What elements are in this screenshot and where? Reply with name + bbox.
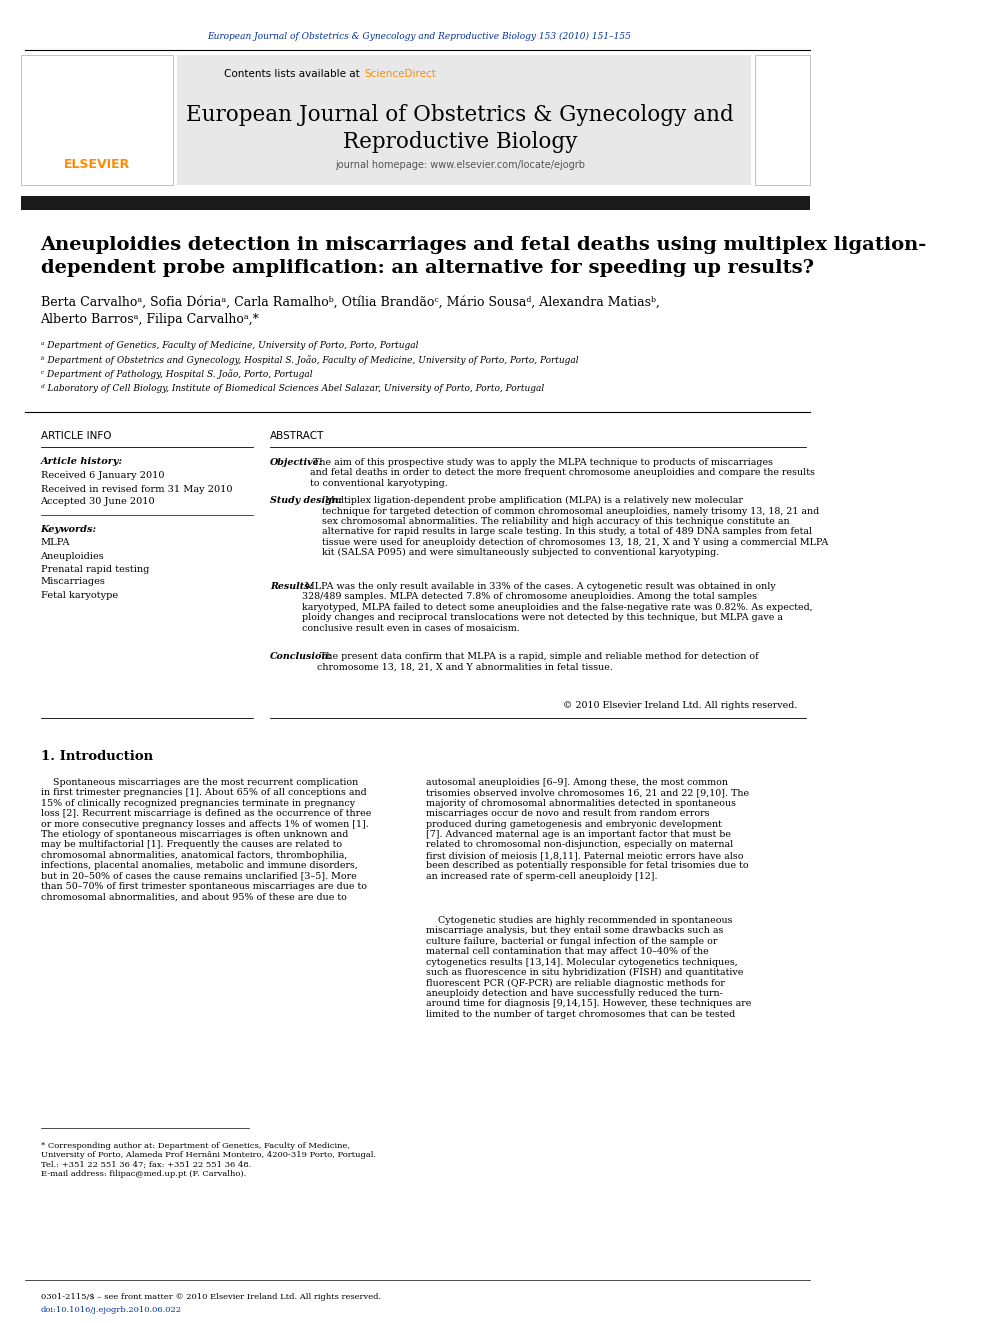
Text: * Corresponding author at: Department of Genetics, Faculty of Medicine,
Universi: * Corresponding author at: Department of… xyxy=(41,1142,376,1177)
Text: Berta Carvalhoᵃ, Sofia Dóriaᵃ, Carla Ramalhoᵇ, Otília Brandãoᶜ, Mário Sousaᵈ, Al: Berta Carvalhoᵃ, Sofia Dóriaᵃ, Carla Ram… xyxy=(41,295,660,308)
Text: Objective:: Objective: xyxy=(270,458,323,467)
Text: ᵇ Department of Obstetrics and Gynecology, Hospital S. João, Faculty of Medicine: ᵇ Department of Obstetrics and Gynecolog… xyxy=(41,355,578,365)
Text: MLPA: MLPA xyxy=(41,538,70,548)
Text: ARTICLE INFO: ARTICLE INFO xyxy=(41,431,111,441)
Text: Fetal karyotype: Fetal karyotype xyxy=(41,590,118,599)
Text: ᵃ Department of Genetics, Faculty of Medicine, University of Porto, Porto, Portu: ᵃ Department of Genetics, Faculty of Med… xyxy=(41,341,418,351)
Text: Aneuploidies: Aneuploidies xyxy=(41,552,104,561)
Text: Article history:: Article history: xyxy=(41,458,123,467)
Text: ScienceDirect: ScienceDirect xyxy=(365,69,436,79)
Text: ELSEVIER: ELSEVIER xyxy=(63,159,130,172)
Text: European Journal of Obstetrics & Gynecology and Reproductive Biology 153 (2010) : European Journal of Obstetrics & Gynecol… xyxy=(206,32,631,41)
Text: Miscarriages: Miscarriages xyxy=(41,578,105,586)
Text: European Journal of Obstetrics & Gynecology and: European Journal of Obstetrics & Gynecol… xyxy=(186,105,734,126)
Text: Study design:: Study design: xyxy=(270,496,342,505)
Text: Aneuploidies detection in miscarriages and fetal deaths using multiplex ligation: Aneuploidies detection in miscarriages a… xyxy=(41,235,927,254)
Text: Multiplex ligation-dependent probe amplification (MLPA) is a relatively new mole: Multiplex ligation-dependent probe ampli… xyxy=(322,496,829,557)
Text: ABSTRACT: ABSTRACT xyxy=(270,431,324,441)
Text: Keywords:: Keywords: xyxy=(41,524,96,533)
Text: 1. Introduction: 1. Introduction xyxy=(41,750,153,762)
Bar xyxy=(21,196,810,210)
Text: Spontaneous miscarriages are the most recurrent complication
in first trimester : Spontaneous miscarriages are the most re… xyxy=(41,778,371,901)
Bar xyxy=(178,56,751,185)
Text: © 2010 Elsevier Ireland Ltd. All rights reserved.: © 2010 Elsevier Ireland Ltd. All rights … xyxy=(563,700,798,709)
Text: Prenatal rapid testing: Prenatal rapid testing xyxy=(41,565,149,573)
Text: Received in revised form 31 May 2010: Received in revised form 31 May 2010 xyxy=(41,484,232,493)
Text: ᵈ Laboratory of Cell Biology, Institute of Biomedical Sciences Abel Salazar, Uni: ᵈ Laboratory of Cell Biology, Institute … xyxy=(41,384,544,393)
Text: Accepted 30 June 2010: Accepted 30 June 2010 xyxy=(41,497,155,507)
Text: The aim of this prospective study was to apply the MLPA technique to products of: The aim of this prospective study was to… xyxy=(310,458,814,488)
Text: Contents lists available at: Contents lists available at xyxy=(224,69,363,79)
Bar xyxy=(756,56,810,185)
Text: autosomal aneuploidies [6–9]. Among these, the most common
trisomies observed in: autosomal aneuploidies [6–9]. Among thes… xyxy=(427,778,749,881)
Text: Received 6 January 2010: Received 6 January 2010 xyxy=(41,471,164,480)
Text: dependent probe amplification: an alternative for speeding up results?: dependent probe amplification: an altern… xyxy=(41,259,813,277)
Text: MLPA was the only result available in 33% of the cases. A cytogenetic result was: MLPA was the only result available in 33… xyxy=(303,582,812,632)
Text: Alberto Barrosᵃ, Filipa Carvalhoᵃ,*: Alberto Barrosᵃ, Filipa Carvalhoᵃ,* xyxy=(41,314,259,327)
Text: ᶜ Department of Pathology, Hospital S. João, Porto, Portugal: ᶜ Department of Pathology, Hospital S. J… xyxy=(41,369,312,378)
Text: Results:: Results: xyxy=(270,582,313,591)
Text: 0301-2115/$ – see front matter © 2010 Elsevier Ireland Ltd. All rights reserved.: 0301-2115/$ – see front matter © 2010 El… xyxy=(41,1293,381,1301)
Text: journal homepage: www.elsevier.com/locate/ejogrb: journal homepage: www.elsevier.com/locat… xyxy=(335,160,585,169)
Text: doi:10.1016/j.ejogrb.2010.06.022: doi:10.1016/j.ejogrb.2010.06.022 xyxy=(41,1306,182,1314)
Text: Cytogenetic studies are highly recommended in spontaneous
miscarriage analysis, : Cytogenetic studies are highly recommend… xyxy=(427,916,752,1019)
Bar xyxy=(21,56,173,185)
Text: Conclusion:: Conclusion: xyxy=(270,652,333,662)
Text: The present data confirm that MLPA is a rapid, simple and reliable method for de: The present data confirm that MLPA is a … xyxy=(316,652,758,671)
Text: Reproductive Biology: Reproductive Biology xyxy=(343,131,577,153)
